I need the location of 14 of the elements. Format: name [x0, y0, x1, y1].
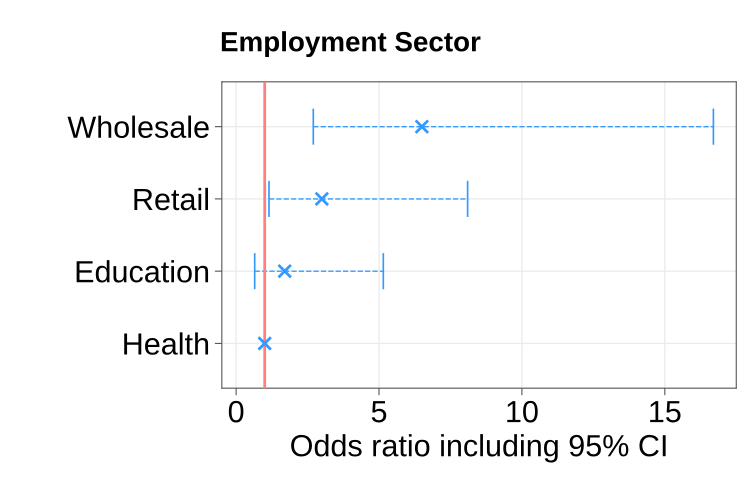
- point: [257, 336, 272, 352]
- point: [314, 191, 330, 206]
- x-axis-title: Odds ratio including 95% CI: [291, 434, 666, 463]
- point: [277, 264, 292, 279]
- x-tick-label: 15: [650, 401, 681, 422]
- x-tick-label: 0: [228, 400, 244, 422]
- y-tick-label: Education: [76, 260, 208, 283]
- x-tick-label: 10: [507, 400, 538, 422]
- x-tick-label: 5: [372, 401, 386, 422]
- y-tick-label: Wholesale: [68, 116, 209, 138]
- point: [414, 119, 430, 134]
- chart-title: Employment Sector: [222, 31, 480, 58]
- y-tick-label: Health: [124, 332, 208, 355]
- y-tick-label: Retail: [134, 188, 208, 210]
